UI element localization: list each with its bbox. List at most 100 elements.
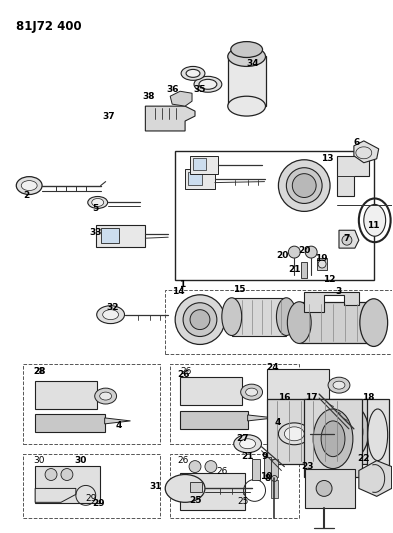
Bar xyxy=(188,172,202,184)
Text: 37: 37 xyxy=(102,111,115,120)
Text: 81J72 400: 81J72 400 xyxy=(16,20,82,33)
Ellipse shape xyxy=(100,392,112,400)
Bar xyxy=(35,466,100,503)
Text: 12: 12 xyxy=(323,276,335,285)
Text: 25: 25 xyxy=(189,496,201,505)
Bar xyxy=(170,454,299,518)
Ellipse shape xyxy=(329,404,369,459)
Text: 19: 19 xyxy=(315,254,327,263)
Bar xyxy=(180,473,245,510)
Bar xyxy=(175,151,374,280)
Circle shape xyxy=(45,469,57,480)
Ellipse shape xyxy=(335,412,363,451)
Text: 38: 38 xyxy=(142,92,154,101)
Text: 18: 18 xyxy=(362,393,375,401)
Text: 1: 1 xyxy=(179,280,185,289)
Ellipse shape xyxy=(234,435,261,453)
Circle shape xyxy=(305,246,317,258)
Ellipse shape xyxy=(360,299,387,346)
Bar xyxy=(252,458,259,480)
Text: 31: 31 xyxy=(149,482,162,491)
Polygon shape xyxy=(105,418,130,424)
Circle shape xyxy=(272,475,277,481)
Text: 8: 8 xyxy=(264,474,271,483)
Text: 28: 28 xyxy=(33,367,45,376)
Ellipse shape xyxy=(292,174,316,198)
Ellipse shape xyxy=(222,298,242,335)
Text: 11: 11 xyxy=(367,221,380,230)
Ellipse shape xyxy=(95,388,117,404)
Ellipse shape xyxy=(333,381,345,389)
Text: 23: 23 xyxy=(301,462,314,471)
Bar xyxy=(101,228,119,243)
Polygon shape xyxy=(145,106,195,131)
Text: 35: 35 xyxy=(194,85,206,94)
Bar xyxy=(180,377,242,405)
Polygon shape xyxy=(248,415,274,421)
Bar xyxy=(264,457,272,479)
Polygon shape xyxy=(354,141,379,163)
Bar xyxy=(180,411,248,429)
Text: 26: 26 xyxy=(216,467,228,476)
Text: 6: 6 xyxy=(354,139,360,148)
Text: 24: 24 xyxy=(266,363,279,372)
Text: 13: 13 xyxy=(321,154,333,163)
Text: 26: 26 xyxy=(177,456,189,465)
Text: 9: 9 xyxy=(261,452,268,461)
Circle shape xyxy=(286,168,322,204)
Bar xyxy=(165,290,393,354)
Bar xyxy=(268,399,372,464)
Bar xyxy=(185,169,215,189)
Text: 20: 20 xyxy=(276,251,288,260)
Text: 36: 36 xyxy=(166,85,178,94)
Bar xyxy=(190,482,202,492)
Text: 30: 30 xyxy=(33,456,45,465)
Circle shape xyxy=(190,310,210,329)
Ellipse shape xyxy=(228,46,266,67)
Text: 25: 25 xyxy=(237,497,248,506)
Polygon shape xyxy=(170,91,192,106)
Ellipse shape xyxy=(246,388,257,396)
Bar xyxy=(232,298,286,335)
Circle shape xyxy=(183,303,217,336)
Bar xyxy=(35,414,105,432)
Ellipse shape xyxy=(97,306,125,324)
Text: 21: 21 xyxy=(241,452,254,461)
Polygon shape xyxy=(339,230,359,248)
Circle shape xyxy=(205,461,217,473)
Bar xyxy=(23,454,160,518)
Ellipse shape xyxy=(231,42,263,58)
Bar xyxy=(170,364,299,444)
Text: 14: 14 xyxy=(172,287,184,296)
Text: 4: 4 xyxy=(116,422,122,430)
Ellipse shape xyxy=(321,421,345,457)
Ellipse shape xyxy=(186,69,200,77)
Ellipse shape xyxy=(285,427,304,441)
Bar xyxy=(299,302,374,343)
Bar xyxy=(272,458,278,477)
Text: 34: 34 xyxy=(246,59,259,68)
Text: 20: 20 xyxy=(298,246,310,255)
Ellipse shape xyxy=(88,197,108,208)
Text: 2: 2 xyxy=(23,191,29,200)
Bar xyxy=(367,399,389,471)
Bar xyxy=(305,469,355,508)
Text: 27: 27 xyxy=(236,434,249,443)
Bar xyxy=(35,381,97,409)
Ellipse shape xyxy=(278,423,310,445)
Polygon shape xyxy=(337,156,369,196)
Text: 22: 22 xyxy=(358,454,370,463)
Text: 5: 5 xyxy=(93,204,99,213)
Ellipse shape xyxy=(276,298,296,335)
Circle shape xyxy=(318,260,326,268)
Circle shape xyxy=(316,480,332,496)
Ellipse shape xyxy=(92,198,104,206)
Text: 3: 3 xyxy=(336,287,342,296)
Text: 16: 16 xyxy=(278,393,291,401)
Ellipse shape xyxy=(241,384,263,400)
Text: 4: 4 xyxy=(274,418,281,427)
Bar xyxy=(228,56,266,106)
Bar xyxy=(272,480,278,498)
Text: 7: 7 xyxy=(344,233,350,243)
Text: 33: 33 xyxy=(90,228,102,237)
